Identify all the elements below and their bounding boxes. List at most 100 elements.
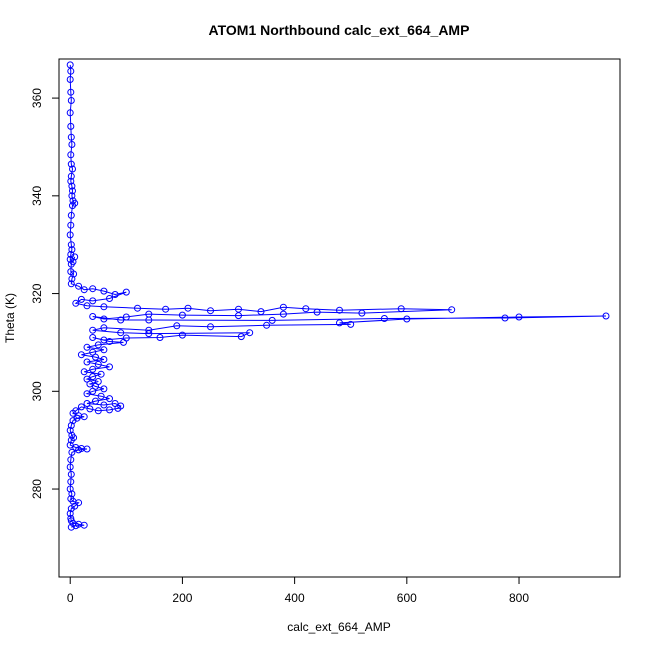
data-point: [67, 160, 75, 168]
data-point: [162, 305, 170, 313]
data-point: [94, 360, 102, 368]
data-point: [100, 401, 108, 409]
data-point: [358, 309, 366, 317]
data-point: [67, 122, 75, 130]
data-point: [77, 351, 85, 359]
x-axis-label: calc_ext_664_AMP: [287, 620, 390, 634]
data-point: [69, 409, 77, 417]
data-point: [501, 314, 509, 322]
y-tick-label: 320: [30, 283, 44, 303]
data-point: [66, 463, 74, 471]
data-point: [66, 426, 74, 434]
data-point: [67, 456, 75, 464]
data-point: [92, 397, 99, 405]
x-axis: 0 200 400 600 800: [67, 576, 529, 605]
data-point: [237, 333, 245, 341]
data-point: [106, 395, 113, 403]
x-tick-label: 800: [509, 591, 529, 605]
data-point: [67, 505, 75, 513]
data-point: [100, 287, 108, 295]
data-point: [83, 390, 91, 398]
data-point: [515, 313, 523, 321]
data-point: [67, 177, 75, 185]
data-point: [347, 320, 355, 328]
data-point: [122, 313, 130, 321]
data-point: [80, 413, 88, 421]
data-point: [100, 324, 108, 332]
data-point: [207, 323, 214, 331]
data-point: [302, 305, 310, 313]
data-point: [114, 404, 122, 412]
data-point: [89, 285, 97, 293]
data-point: [75, 499, 83, 507]
data-point: [69, 202, 76, 210]
y-tick-label: 340: [30, 185, 44, 205]
data-point: [100, 303, 108, 311]
data-point: [263, 321, 271, 329]
data-point: [602, 312, 610, 320]
plot-area: [66, 61, 610, 531]
data-point: [68, 246, 76, 254]
data-point: [89, 326, 97, 334]
data-point: [67, 422, 75, 429]
data-point: [89, 334, 97, 341]
data-point: [67, 211, 75, 219]
data-point: [83, 445, 91, 453]
data-point: [80, 368, 88, 376]
data-point: [94, 407, 102, 415]
data-point: [71, 199, 79, 207]
x-tick-label: 0: [67, 591, 74, 605]
data-point: [66, 485, 74, 493]
data-point: [336, 319, 343, 327]
data-point: [68, 182, 76, 190]
data-point: [279, 310, 287, 318]
data-point: [70, 270, 78, 278]
data-point: [100, 315, 108, 323]
data-point: [100, 385, 108, 393]
data-point: [83, 358, 91, 366]
data-point: [69, 187, 76, 195]
data-point: [67, 470, 75, 478]
data-point: [92, 353, 99, 361]
data-point: [106, 363, 113, 371]
data-point: [80, 286, 88, 294]
data-point: [122, 288, 130, 296]
data-point: [68, 141, 76, 148]
data-point: [448, 306, 456, 314]
data-point: [67, 241, 75, 249]
data-point: [336, 306, 343, 314]
data-point: [117, 329, 125, 337]
data-point: [86, 380, 94, 388]
data-point: [106, 406, 113, 414]
data-point: [145, 330, 153, 338]
data-point: [66, 109, 74, 117]
data-point: [75, 446, 83, 454]
data-point: [67, 88, 75, 96]
data-point: [67, 97, 75, 104]
data-point: [117, 316, 125, 324]
data-point: [89, 313, 97, 320]
data-point: [67, 436, 75, 444]
data-point: [83, 343, 91, 351]
data-point: [257, 308, 265, 316]
data-point: [67, 67, 75, 75]
data-point: [380, 315, 388, 322]
data-point: [313, 308, 321, 316]
data-point: [178, 331, 186, 339]
data-point: [97, 392, 105, 400]
data-point: [72, 522, 80, 530]
data-point: [69, 165, 76, 173]
data-point: [80, 521, 88, 529]
data-point: [66, 231, 74, 239]
data-point: [111, 291, 119, 298]
data-point: [72, 299, 80, 307]
data-point: [68, 490, 76, 498]
data-point: [89, 297, 97, 305]
data-point: [89, 387, 97, 395]
data-point: [100, 346, 108, 354]
data-point: [94, 341, 102, 349]
data-point: [66, 76, 74, 83]
data-point: [106, 338, 113, 345]
data-point: [71, 253, 79, 261]
data-point: [145, 316, 153, 324]
